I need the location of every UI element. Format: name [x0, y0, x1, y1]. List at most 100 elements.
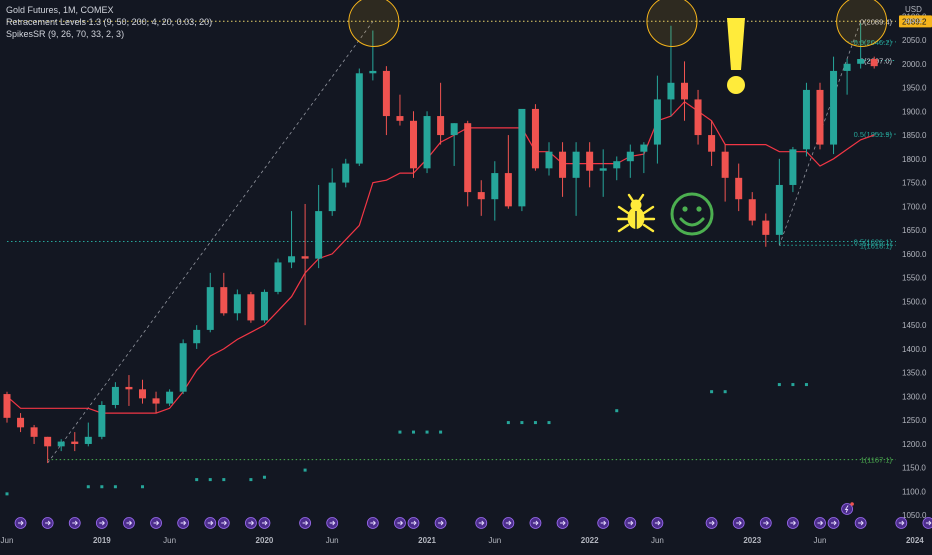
price-scale[interactable]	[898, 0, 932, 550]
candle-body[interactable]	[247, 294, 255, 321]
user-label: apoz	[905, 16, 923, 25]
candle-body[interactable]	[586, 151, 594, 171]
candle-body[interactable]	[193, 329, 201, 344]
candle-body[interactable]	[139, 389, 146, 399]
candle-body[interactable]	[152, 398, 160, 404]
candle-body[interactable]	[721, 151, 729, 178]
candle-body[interactable]	[369, 70, 377, 74]
candle-body[interactable]	[775, 184, 783, 235]
support-level-dot	[425, 430, 429, 434]
support-level-dot	[723, 390, 727, 394]
candle-body[interactable]	[328, 182, 336, 212]
candle-body[interactable]	[301, 256, 309, 259]
symbol-title[interactable]: Gold Futures, 1M, COMEX	[6, 5, 114, 15]
x-tick-label: 2020	[256, 536, 274, 545]
lightning-event-icon[interactable]	[841, 503, 853, 515]
candle-body[interactable]	[17, 417, 25, 428]
exclamation-icon	[727, 18, 745, 70]
candle-body[interactable]	[789, 149, 797, 185]
candle-body[interactable]	[179, 343, 187, 392]
candle-body[interactable]	[830, 70, 838, 145]
candle-body[interactable]	[708, 135, 716, 152]
candle-body[interactable]	[694, 99, 702, 136]
candle-body[interactable]	[504, 173, 512, 207]
candle-body[interactable]	[274, 262, 282, 292]
candle-body[interactable]	[667, 82, 675, 100]
candle-body[interactable]	[640, 144, 648, 152]
candle-body[interactable]	[382, 70, 390, 117]
candle-body[interactable]	[572, 151, 580, 178]
candle-body[interactable]	[762, 220, 770, 235]
candle-body[interactable]	[626, 151, 634, 162]
support-level-dot	[439, 430, 443, 434]
candle-body[interactable]	[30, 427, 38, 437]
arrow-right-icon	[207, 520, 214, 526]
candle-body[interactable]	[802, 89, 810, 150]
candle-body[interactable]	[44, 436, 52, 447]
candle-body[interactable]	[71, 441, 79, 444]
support-level-dot	[141, 485, 144, 489]
candle-body[interactable]	[816, 89, 824, 145]
candle-body[interactable]	[735, 177, 743, 200]
candle-body[interactable]	[220, 287, 228, 314]
candle-body[interactable]	[355, 73, 363, 164]
candle-body[interactable]	[57, 441, 65, 447]
candle-body[interactable]	[653, 99, 661, 145]
candle-body[interactable]	[288, 256, 296, 263]
arrow-right-icon	[532, 520, 539, 526]
support-level-dot	[520, 421, 524, 425]
indicator-spikes-sr[interactable]: SpikesSR (9, 26, 70, 33, 2, 3)	[6, 29, 125, 39]
indicator-retracement-levels[interactable]: Retracement Levels 1.3 (9, 50, 200, 4, 2…	[6, 17, 213, 27]
support-level-dot	[222, 478, 226, 482]
x-tick-label: Jun	[326, 536, 339, 545]
candle-body[interactable]	[166, 391, 174, 404]
candle-body[interactable]	[423, 116, 431, 169]
candle-body[interactable]	[233, 294, 241, 314]
arrow-right-icon	[654, 520, 661, 526]
candle-body[interactable]	[843, 63, 851, 71]
y-tick-label: 1150.0	[902, 464, 926, 473]
candle-body[interactable]	[464, 123, 472, 193]
arrow-right-icon	[221, 520, 227, 526]
candle-body[interactable]	[748, 199, 756, 221]
candle-body[interactable]	[111, 386, 119, 405]
support-level-dot	[86, 485, 90, 489]
candle-body[interactable]	[315, 211, 323, 259]
arrow-right-icon	[858, 520, 864, 526]
candle-body[interactable]	[342, 163, 350, 183]
candle-body[interactable]	[450, 123, 458, 136]
arrow-right-icon	[709, 520, 715, 526]
candle-body[interactable]	[545, 151, 553, 169]
candle-body[interactable]	[437, 116, 445, 136]
candle-body[interactable]	[84, 436, 92, 444]
y-tick-label: 1700.0	[902, 202, 927, 211]
candle-body[interactable]	[599, 168, 607, 171]
arrow-right-icon	[438, 520, 444, 526]
arrow-right-icon	[817, 520, 824, 526]
support-level-dot	[804, 383, 808, 387]
candle-body[interactable]	[125, 386, 133, 390]
candle-body[interactable]	[491, 173, 499, 200]
candle-body[interactable]	[260, 291, 268, 321]
candle-body[interactable]	[870, 59, 878, 67]
candle-body[interactable]	[3, 394, 11, 418]
candle-body[interactable]	[477, 192, 485, 200]
candle-body[interactable]	[857, 59, 865, 64]
support-level-dot	[412, 430, 415, 434]
candle-body[interactable]	[98, 404, 106, 437]
candle-body[interactable]	[613, 161, 621, 169]
fib-level-label: 1(1167.1)	[860, 456, 892, 465]
candle-body[interactable]	[531, 108, 539, 169]
candle-body[interactable]	[681, 82, 688, 100]
candle-body[interactable]	[559, 151, 567, 178]
candle-body[interactable]	[206, 287, 214, 330]
currency-label[interactable]: USD	[905, 5, 922, 14]
arrow-right-icon	[790, 520, 797, 526]
candle-body[interactable]	[518, 108, 526, 207]
y-tick-label: 1300.0	[902, 392, 927, 401]
smiley-face-icon	[670, 192, 714, 236]
candle-body[interactable]	[410, 120, 417, 169]
candle-body[interactable]	[396, 116, 404, 121]
